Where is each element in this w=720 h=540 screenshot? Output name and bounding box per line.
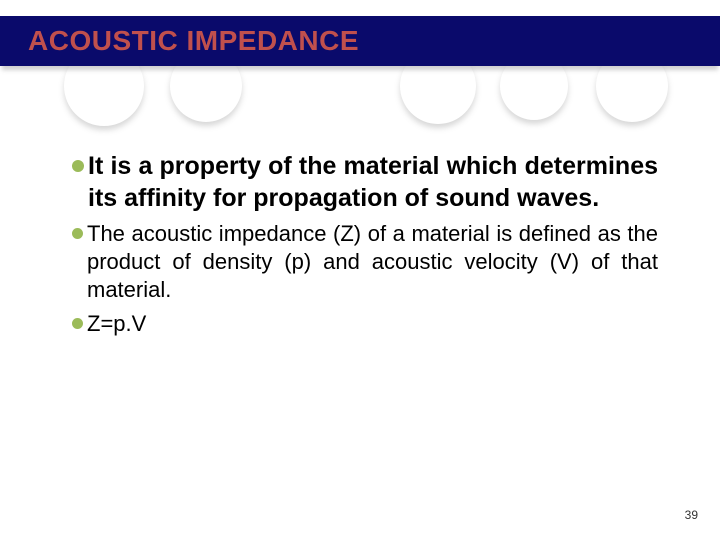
page-number: 39: [685, 508, 698, 522]
bullet-item: The acoustic impedance (Z) of a material…: [72, 220, 658, 304]
title-bar: ACOUSTIC IMPEDANCE: [0, 16, 720, 66]
slide-title: ACOUSTIC IMPEDANCE: [28, 25, 359, 57]
bullet-item: Z=p.V: [72, 310, 658, 338]
bullet-text: Z=p.V: [87, 310, 658, 338]
bullet-icon: [72, 318, 83, 329]
bullet-item: It is a property of the material which d…: [72, 150, 658, 214]
bullet-text: The acoustic impedance (Z) of a material…: [87, 220, 658, 304]
bullet-icon: [72, 228, 83, 239]
slide-content: It is a property of the material which d…: [72, 150, 658, 345]
bullet-text: It is a property of the material which d…: [88, 150, 658, 214]
bullet-icon: [72, 160, 84, 172]
